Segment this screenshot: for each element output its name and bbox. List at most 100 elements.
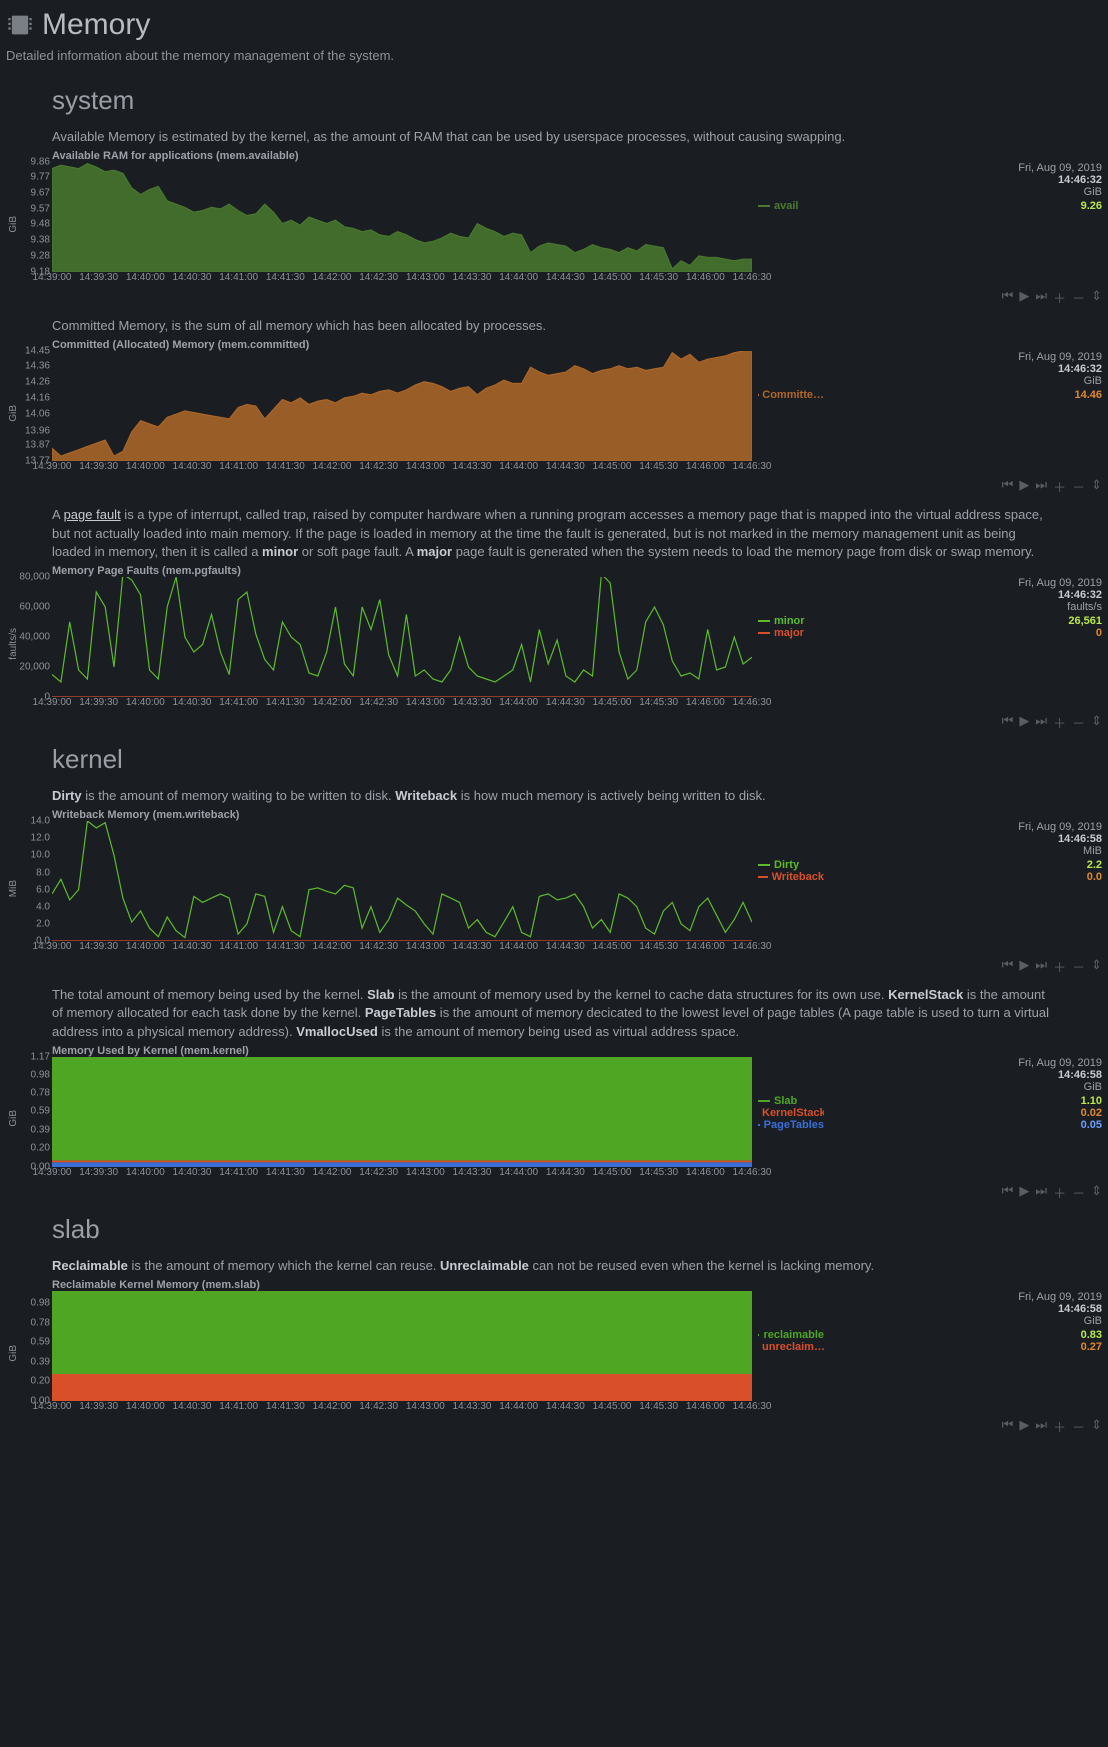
chart-plot[interactable]	[52, 1291, 752, 1401]
y-axis-label: MiB	[6, 821, 20, 955]
y-ticks: 0.000.200.390.590.780.981.17	[20, 1057, 52, 1167]
chart-toolbar-button[interactable]: －	[1072, 477, 1085, 496]
chart-toolbar-button[interactable]: ▶	[1019, 713, 1029, 732]
chart-legend: faults/sminor26,561major0	[758, 601, 1102, 639]
chart-toolbar-button[interactable]: ＋	[1053, 713, 1066, 732]
legend-row[interactable]: unreclaim…0.27	[758, 1341, 1102, 1353]
chart-title: Committed (Allocated) Memory (mem.commit…	[52, 339, 309, 351]
x-ticks: 14:39:0014:39:3014:40:0014:40:3014:41:00…	[52, 272, 752, 286]
legend-row[interactable]: Slab1.10	[758, 1095, 1102, 1107]
chart-toolbar-button[interactable]: ⏮	[1002, 713, 1014, 732]
chart-plot[interactable]	[52, 162, 752, 272]
y-ticks: 9.189.289.389.489.579.679.779.86	[20, 162, 52, 272]
legend-row[interactable]: avail9.26	[758, 200, 1102, 212]
chart-toolbar: ⏮ ▶ ⏭ ＋ － ⇕	[52, 1417, 1102, 1436]
chart-desc-slab: Reclaimable is the amount of memory whic…	[52, 1257, 1056, 1275]
legend-row[interactable]: reclaimable0.83	[758, 1329, 1102, 1341]
x-ticks: 14:39:0014:39:3014:40:0014:40:3014:41:00…	[52, 461, 752, 475]
x-ticks: 14:39:0014:39:3014:40:0014:40:3014:41:00…	[52, 697, 752, 711]
memory-icon	[6, 11, 34, 39]
chart-timestamp-date: Fri, Aug 09, 2019	[758, 821, 1102, 833]
chart-writeback: Writeback Memory (mem.writeback) MiB 0.0…	[6, 809, 1102, 976]
legend-row[interactable]: Dirty2.2	[758, 859, 1102, 871]
chart-toolbar-button[interactable]: ⏮	[1002, 1183, 1014, 1202]
chart-toolbar-button[interactable]: ⇕	[1091, 1417, 1102, 1436]
chart-toolbar-button[interactable]: ▶	[1019, 288, 1029, 307]
chart-toolbar-button[interactable]: ▶	[1019, 1417, 1029, 1436]
chart-toolbar-button[interactable]: ⏭	[1035, 1183, 1047, 1202]
y-axis-label: GiB	[6, 1291, 20, 1415]
chart-toolbar-button[interactable]: ＋	[1053, 957, 1066, 976]
chart-toolbar-button[interactable]: －	[1072, 288, 1085, 307]
y-ticks: 13.7713.8713.9614.0614.1614.2614.3614.45	[20, 351, 52, 461]
page-header: Memory	[0, 0, 1108, 44]
y-ticks: 020,00040,00060,00080,000	[20, 577, 52, 697]
chart-title: Memory Page Faults (mem.pgfaults)	[52, 565, 241, 577]
chart-legend: GiBavail9.26	[758, 186, 1102, 212]
y-ticks: 0.000.200.390.590.780.98	[20, 1291, 52, 1401]
chart-toolbar-button[interactable]: ⏮	[1002, 288, 1014, 307]
section-heading-slab: slab	[52, 1214, 1108, 1245]
chart-legend: GiBreclaimable0.83unreclaim…0.27	[758, 1315, 1102, 1353]
chart-title: Memory Used by Kernel (mem.kernel)	[52, 1045, 249, 1057]
chart-toolbar-button[interactable]: ⇕	[1091, 957, 1102, 976]
chart-toolbar-button[interactable]: ⏮	[1002, 477, 1014, 496]
chart-title: Available RAM for applications (mem.avai…	[52, 150, 299, 162]
chart-timestamp-date: Fri, Aug 09, 2019	[758, 1291, 1102, 1303]
chart-toolbar-button[interactable]: ⇕	[1091, 1183, 1102, 1202]
chart-toolbar-button[interactable]: ⏭	[1035, 288, 1047, 307]
chart-timestamp-date: Fri, Aug 09, 2019	[758, 351, 1102, 363]
chart-timestamp-time: 14:46:32	[758, 174, 1102, 186]
chart-toolbar-button[interactable]: －	[1072, 1183, 1085, 1202]
chart-timestamp-time: 14:46:32	[758, 363, 1102, 375]
y-axis-label: GiB	[6, 162, 20, 286]
chart-available: Available RAM for applications (mem.avai…	[6, 150, 1102, 307]
legend-row[interactable]: Committe…14.46	[758, 389, 1102, 401]
legend-row[interactable]: major0	[758, 627, 1102, 639]
chart-toolbar-button[interactable]: －	[1072, 713, 1085, 732]
chart-toolbar-button[interactable]: ⇕	[1091, 713, 1102, 732]
chart-desc-available: Available Memory is estimated by the ker…	[52, 128, 1056, 146]
chart-toolbar-button[interactable]: ⏭	[1035, 713, 1047, 732]
page-title: Memory	[42, 8, 150, 42]
chart-plot[interactable]	[52, 821, 752, 941]
chart-toolbar-button[interactable]: ⏭	[1035, 1417, 1047, 1436]
chart-title: Writeback Memory (mem.writeback)	[52, 809, 239, 821]
chart-toolbar-button[interactable]: －	[1072, 1417, 1085, 1436]
chart-toolbar-button[interactable]: ⇕	[1091, 477, 1102, 496]
chart-toolbar-button[interactable]: ⇕	[1091, 288, 1102, 307]
section-heading-kernel: kernel	[52, 744, 1108, 775]
chart-toolbar-button[interactable]: ＋	[1053, 1417, 1066, 1436]
chart-toolbar-button[interactable]: ⏭	[1035, 477, 1047, 496]
chart-toolbar-button[interactable]: ⏮	[1002, 957, 1014, 976]
legend-row[interactable]: KernelStack0.02	[758, 1107, 1102, 1119]
chart-toolbar-button[interactable]: ▶	[1019, 1183, 1029, 1202]
x-ticks: 14:39:0014:39:3014:40:0014:40:3014:41:00…	[52, 1167, 752, 1181]
legend-row[interactable]: PageTables0.05	[758, 1119, 1102, 1131]
chart-toolbar-button[interactable]: ＋	[1053, 477, 1066, 496]
chart-timestamp-date: Fri, Aug 09, 2019	[758, 577, 1102, 589]
chart-timestamp-time: 14:46:58	[758, 833, 1102, 845]
chart-plot[interactable]	[52, 351, 752, 461]
chart-toolbar-button[interactable]: ▶	[1019, 477, 1029, 496]
chart-toolbar: ⏮ ▶ ⏭ ＋ － ⇕	[52, 477, 1102, 496]
chart-slab: Reclaimable Kernel Memory (mem.slab) GiB…	[6, 1279, 1102, 1436]
chart-toolbar-button[interactable]: ＋	[1053, 288, 1066, 307]
x-ticks: 14:39:0014:39:3014:40:0014:40:3014:41:00…	[52, 1401, 752, 1415]
chart-toolbar: ⏮ ▶ ⏭ ＋ － ⇕	[52, 1183, 1102, 1202]
legend-row[interactable]: Writeback0.0	[758, 871, 1102, 883]
chart-toolbar-button[interactable]: ⏭	[1035, 957, 1047, 976]
chart-toolbar-button[interactable]: ＋	[1053, 1183, 1066, 1202]
y-axis-label: faults/s	[6, 577, 20, 711]
y-axis-label: GiB	[6, 1057, 20, 1181]
chart-toolbar-button[interactable]: ⏮	[1002, 1417, 1014, 1436]
legend-row[interactable]: minor26,561	[758, 615, 1102, 627]
chart-timestamp-date: Fri, Aug 09, 2019	[758, 162, 1102, 174]
chart-toolbar-button[interactable]: －	[1072, 957, 1085, 976]
chart-committed: Committed (Allocated) Memory (mem.commit…	[6, 339, 1102, 496]
chart-toolbar-button[interactable]: ▶	[1019, 957, 1029, 976]
chart-plot[interactable]	[52, 577, 752, 697]
chart-toolbar: ⏮ ▶ ⏭ ＋ － ⇕	[52, 713, 1102, 732]
chart-legend: MiBDirty2.2Writeback0.0	[758, 845, 1102, 883]
chart-plot[interactable]	[52, 1057, 752, 1167]
